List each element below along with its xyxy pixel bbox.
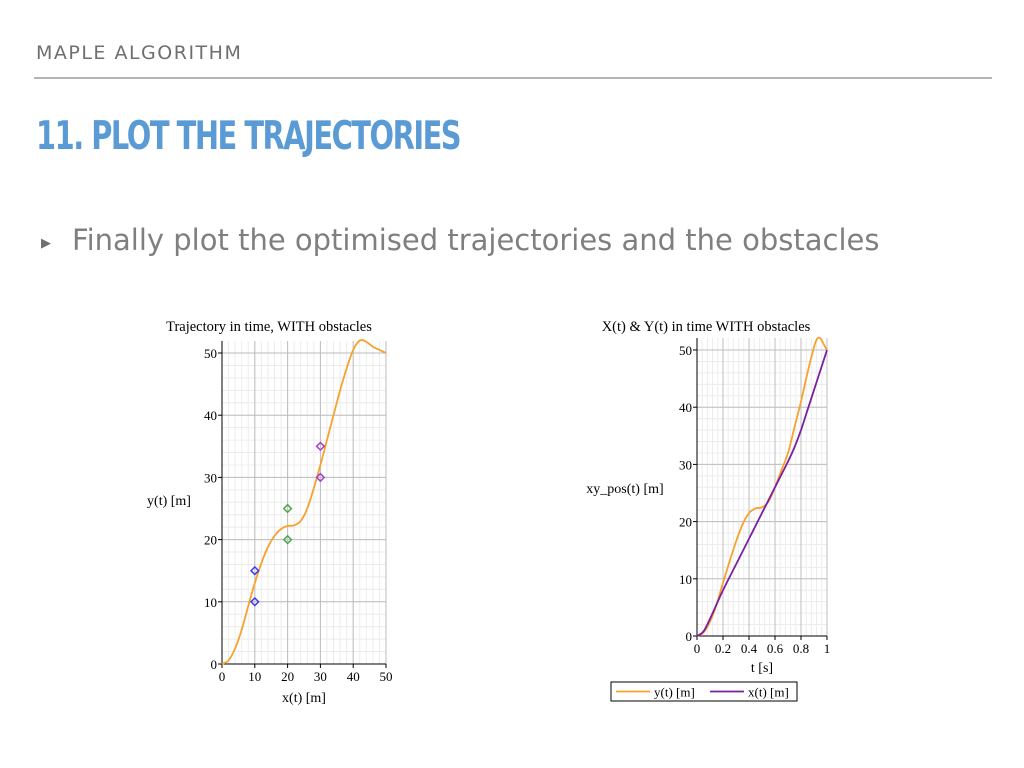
- x-tick-label: 0.2: [715, 641, 731, 656]
- y-axis-label: y(t) [m]: [147, 494, 191, 509]
- y-tick-label: 50: [679, 343, 692, 358]
- y-tick-label: 0: [686, 629, 693, 644]
- y-tick-label: 10: [204, 595, 217, 610]
- slide-title: 11. PLOT THE TRAJECTORIES: [36, 114, 462, 159]
- x-tick-label: 0.6: [767, 641, 784, 656]
- x-tick-label: 1: [824, 641, 831, 656]
- y-tick-label: 20: [679, 515, 692, 530]
- obstacle-marker: [249, 596, 260, 607]
- x-tick-label: 10: [248, 669, 261, 684]
- y-tick-label: 30: [679, 457, 692, 472]
- x-axis-label: t [s]: [751, 661, 773, 676]
- series-line-2: [696, 349, 828, 637]
- header-divider: [34, 77, 992, 79]
- legend-label-1: y(t) [m]: [654, 685, 695, 700]
- y-tick-label: 40: [679, 400, 692, 415]
- y-axis-label: xy_pos(t) [m]: [586, 482, 663, 497]
- y-tick-label: 50: [204, 346, 217, 361]
- chart-title: X(t) & Y(t) in time WITH obstacles: [602, 319, 811, 335]
- x-tick-label: 0.4: [741, 641, 758, 656]
- legend-label-2: x(t) [m]: [748, 685, 789, 700]
- x-tick-label: 50: [380, 669, 393, 684]
- x-tick-label: 0: [694, 641, 701, 656]
- x-tick-label: 40: [347, 669, 360, 684]
- y-tick-label: 30: [204, 470, 217, 485]
- x-tick-label: 0: [219, 669, 226, 684]
- x-tick-label: 20: [281, 669, 294, 684]
- obstacle-marker: [315, 441, 326, 452]
- y-tick-label: 40: [204, 408, 217, 423]
- y-tick-label: 0: [211, 657, 218, 672]
- obstacle-marker: [282, 534, 293, 545]
- legend-box: [610, 681, 798, 702]
- x-axis-label: x(t) [m]: [282, 691, 326, 706]
- section-label: MAPLE ALGORITHM: [36, 42, 243, 64]
- series-line-1: [221, 339, 387, 665]
- x-tick-label: 0.8: [793, 641, 809, 656]
- y-tick-label: 10: [679, 572, 692, 587]
- bullet-text: Finally plot the optimised trajectories …: [72, 223, 880, 257]
- obstacle-marker: [315, 472, 326, 483]
- y-tick-label: 20: [204, 533, 217, 548]
- x-tick-label: 30: [314, 669, 327, 684]
- chart-title: Trajectory in time, WITH obstacles: [166, 319, 372, 335]
- obstacle-marker: [249, 565, 260, 576]
- obstacle-marker: [282, 503, 293, 514]
- chart-1-group: 0 10 20 30 40 50 0 10 20 30 40 50 Trajectory in time…: [147, 319, 392, 706]
- bullet-arrow-icon: ▶: [41, 236, 51, 251]
- series-line-1: [696, 336, 828, 637]
